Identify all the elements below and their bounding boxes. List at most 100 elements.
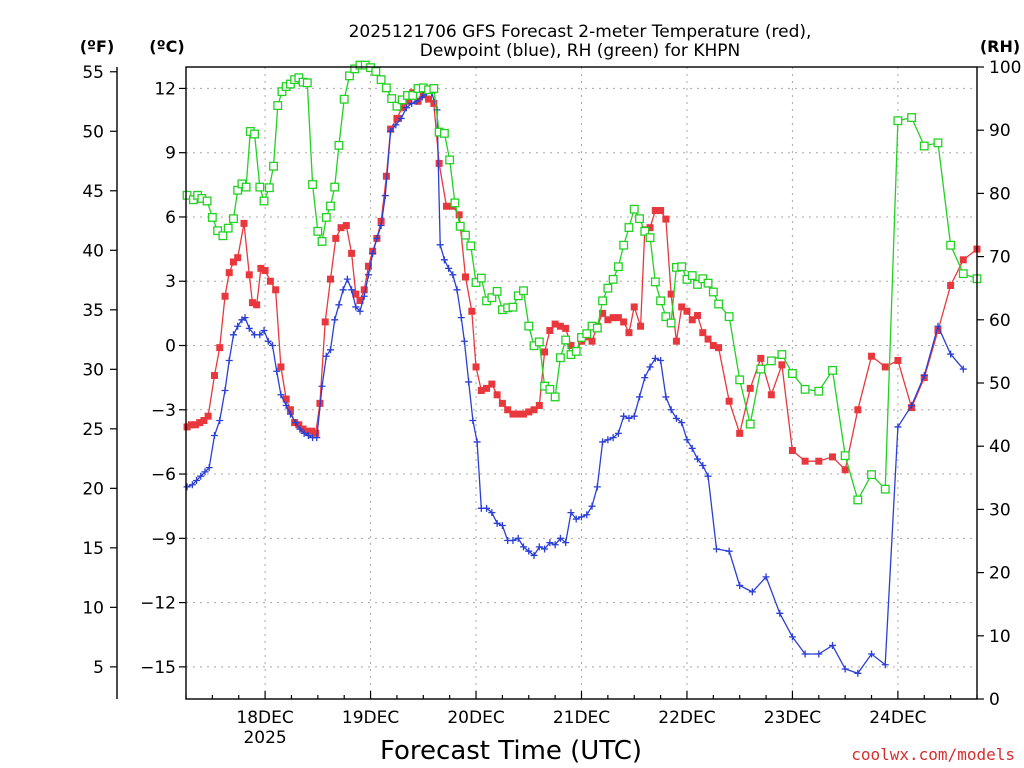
rh-marker	[571, 346, 581, 356]
temperature-marker	[604, 316, 612, 324]
dewpoint-marker	[286, 410, 294, 418]
rh-marker	[487, 293, 497, 303]
temperature-marker	[646, 224, 654, 232]
dewpoint-marker	[264, 337, 272, 345]
rh-marker	[202, 196, 212, 206]
rh-marker	[387, 94, 397, 104]
rh-marker	[476, 273, 486, 283]
rh-marker	[787, 369, 797, 378]
dewpoint-marker	[593, 483, 601, 491]
rh-marker	[519, 286, 528, 296]
temperature-marker	[709, 342, 717, 350]
rh-marker	[524, 321, 534, 331]
rh-marker	[561, 335, 571, 345]
x-tick-label: 19DEC	[342, 708, 399, 728]
rh-marker	[756, 364, 766, 374]
temperature-marker	[504, 406, 512, 414]
temperature-marker	[609, 314, 617, 322]
temperature-marker	[277, 363, 285, 371]
celsius-unit-label: (ºC)	[149, 37, 184, 56]
dewpoint-marker	[343, 275, 351, 283]
rh-marker	[933, 138, 943, 148]
temperature-marker	[567, 342, 575, 350]
temperature-marker	[348, 249, 356, 257]
dewpoint-marker	[556, 534, 564, 542]
temperature-marker	[210, 372, 218, 380]
temperature-marker	[767, 391, 775, 399]
temperature-marker	[556, 322, 564, 330]
dewpoint-marker	[620, 412, 628, 420]
fahrenheit-tick-label: 20	[82, 479, 104, 499]
fahrenheit-tick-label: 50	[82, 122, 104, 142]
celsius-tick-label: 3	[165, 272, 176, 292]
temperature-marker	[183, 423, 191, 431]
temperature-marker	[672, 337, 680, 345]
fahrenheit-tick-label: 30	[82, 360, 104, 380]
dewpoint-marker	[221, 386, 229, 394]
dewpoint-marker	[699, 461, 707, 469]
temperature-marker	[715, 344, 723, 352]
rh-marker	[619, 240, 629, 250]
dewpoint-marker	[292, 419, 300, 427]
dewpoint-marker	[348, 286, 356, 294]
rh-marker	[241, 182, 251, 192]
rh-tick-label: 20	[989, 564, 1011, 584]
dewpoint-marker	[445, 264, 453, 272]
temperature-marker	[332, 234, 340, 242]
rh-marker	[255, 182, 265, 192]
rh-marker	[853, 495, 863, 505]
rh-tick-label: 60	[989, 311, 1011, 331]
rh-marker	[466, 241, 476, 251]
rh-marker	[223, 223, 233, 233]
dewpoint-marker	[313, 434, 321, 442]
rh-marker	[250, 129, 260, 139]
rh-marker	[229, 214, 238, 224]
temperature-marker	[272, 286, 280, 294]
temperature-marker	[461, 273, 469, 281]
fahrenheit-tick-label: 10	[82, 598, 104, 618]
dewpoint-marker	[530, 551, 538, 559]
temperature-marker	[282, 395, 290, 403]
dewpoint-marker	[449, 271, 457, 279]
fahrenheit-unit-label: (ºF)	[80, 37, 115, 56]
rh-marker	[867, 470, 876, 480]
fahrenheit-tick-label: 35	[82, 301, 104, 321]
rh-marker	[555, 353, 565, 363]
dewpoint-marker	[260, 327, 268, 335]
dewpoint-marker	[335, 301, 343, 309]
rh-marker	[264, 183, 274, 193]
temperature-marker	[342, 222, 350, 230]
temperature-marker	[588, 337, 596, 345]
dewpoint-marker	[829, 641, 837, 649]
dewpoint-marker	[241, 314, 249, 322]
temperature-marker	[419, 91, 427, 99]
temperature-marker	[651, 207, 659, 215]
series-line	[186, 92, 964, 675]
rh-marker	[650, 277, 660, 287]
temperature-marker	[519, 410, 527, 418]
rh-unit-label: (RH)	[980, 37, 1020, 56]
rh-marker	[592, 323, 602, 333]
dewpoint-marker	[364, 271, 372, 279]
temperature-marker	[326, 275, 334, 283]
temperature-marker	[234, 254, 242, 262]
dewpoint-marker	[551, 541, 559, 549]
rh-tick-label: 50	[989, 374, 1011, 394]
rh-marker	[313, 226, 323, 236]
dewpoint-marker	[725, 547, 733, 555]
rh-marker	[608, 274, 618, 284]
rh-marker	[550, 392, 560, 402]
x-tick-label: 18DEC	[236, 708, 293, 728]
dewpoint-marker	[920, 372, 928, 380]
rh-tick-label: 80	[989, 184, 1011, 204]
rh-marker	[613, 262, 623, 272]
temperature-marker	[625, 329, 633, 337]
rh-tick-label: 0	[989, 690, 1000, 710]
temperature-marker	[477, 386, 485, 394]
dewpoint-marker	[473, 438, 481, 446]
temperature-marker	[704, 335, 712, 343]
dewpoint-marker	[469, 416, 477, 424]
x-tick-label: 23DEC	[764, 708, 821, 728]
rh-marker	[828, 365, 837, 375]
temperature-marker	[947, 282, 955, 290]
